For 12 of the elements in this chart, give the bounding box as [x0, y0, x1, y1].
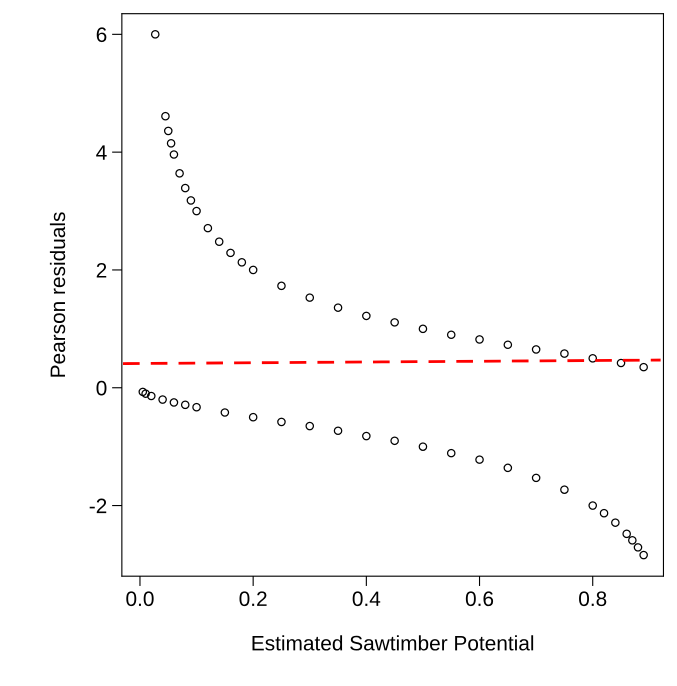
x-tick-label: 0.0	[126, 591, 154, 606]
x-tick-label: 0.6	[466, 591, 494, 606]
x-tick-label: 0.2	[239, 591, 267, 606]
y-tick-label: 6	[96, 27, 106, 42]
y-tick-label: -2	[90, 498, 106, 514]
y-tick-label: 4	[96, 145, 107, 160]
y-tick-label: 2	[96, 262, 106, 278]
x-tick-label: 0.4	[352, 591, 380, 606]
y-tick-label: 0	[96, 380, 106, 396]
y-axis-title: Pearson residuals	[50, 212, 66, 377]
x-tick-label: 0.8	[579, 591, 606, 606]
x-axis-title: Estimated Sawtimber Potential	[252, 635, 534, 651]
